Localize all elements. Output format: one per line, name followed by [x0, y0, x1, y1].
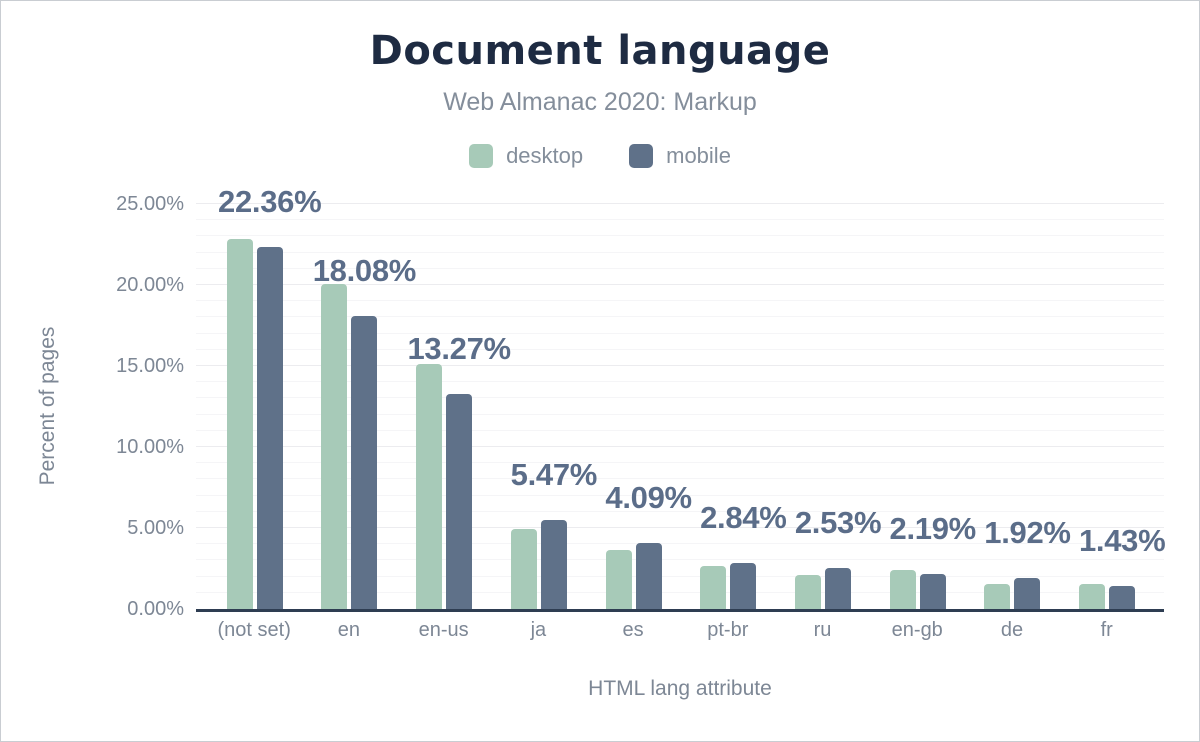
- y-tick-label: 5.00%: [127, 517, 184, 539]
- gridline: [196, 332, 1164, 334]
- bar-desktop-(not set): [226, 239, 253, 609]
- gridline: [196, 316, 1164, 318]
- gridline: [196, 413, 1164, 415]
- data-label-pt-br: 2.84%: [700, 500, 787, 535]
- data-label-en: 18.08%: [312, 253, 417, 289]
- bar-mobile-es: [635, 542, 662, 609]
- gridline: [196, 462, 1164, 464]
- bar-mobile-ru: [825, 568, 852, 609]
- bar-desktop-es: [605, 549, 632, 609]
- gridline: [196, 510, 1164, 512]
- gridline: [196, 219, 1164, 221]
- bar-desktop-de: [984, 584, 1011, 609]
- y-tick-label: 25.00%: [116, 193, 184, 215]
- gridline: [196, 543, 1164, 545]
- bar-mobile-en: [351, 316, 378, 609]
- bar-desktop-en-gb: [889, 570, 916, 609]
- gridline: [196, 381, 1164, 383]
- gridline: [196, 559, 1164, 561]
- data-label-(not set): 22.36%: [218, 183, 322, 219]
- legend-item-desktop: desktop: [469, 143, 583, 169]
- gridline: [196, 235, 1164, 237]
- gridline: [196, 494, 1164, 496]
- x-category-label-en: en: [337, 619, 361, 641]
- gridline: [196, 397, 1164, 399]
- mobile-swatch-icon: [629, 144, 654, 168]
- gridline: [196, 575, 1164, 577]
- x-category-label-en-gb: en-gb: [891, 619, 943, 641]
- gridline: [196, 365, 1164, 366]
- gridline: [196, 591, 1164, 593]
- legend-label-desktop: desktop: [506, 143, 584, 168]
- gridline: [196, 203, 1164, 204]
- gridline: [196, 284, 1164, 285]
- x-category-label-(not set): (not set): [217, 619, 291, 641]
- data-label-ja: 5.47%: [510, 457, 598, 493]
- desktop-swatch-icon: [469, 144, 494, 168]
- data-label-de: 1.92%: [984, 514, 1071, 550]
- y-tick-label: 15.00%: [116, 355, 184, 377]
- gridline: [196, 478, 1164, 480]
- x-category-label-de: de: [1000, 619, 1024, 641]
- data-label-en-us: 13.27%: [407, 331, 511, 367]
- gridline: [196, 300, 1164, 302]
- y-tick-label: 10.00%: [116, 436, 184, 458]
- x-category-label-fr: fr: [1100, 619, 1113, 641]
- y-tick-label: 0.00%: [127, 598, 184, 620]
- bar-mobile-en-us: [446, 394, 473, 609]
- gridline: [196, 267, 1164, 269]
- legend: desktop mobile: [1, 142, 1199, 170]
- legend-item-mobile: mobile: [629, 143, 731, 169]
- data-label-ru: 2.53%: [794, 505, 882, 541]
- data-label-fr: 1.43%: [1078, 522, 1166, 558]
- bar-desktop-pt-br: [700, 566, 727, 609]
- chart-subtitle: Web Almanac 2020: Markup: [443, 88, 757, 116]
- bar-mobile-(not set): [256, 246, 283, 609]
- y-axis-title: Percent of pages: [36, 326, 59, 486]
- x-category-label-pt-br: pt-br: [707, 619, 749, 641]
- gridline: [196, 348, 1164, 350]
- bar-mobile-ja: [540, 520, 567, 609]
- data-label-en-gb: 2.19%: [889, 510, 977, 546]
- gridline: [196, 446, 1164, 447]
- chart-title: Document language: [369, 28, 831, 74]
- bar-desktop-en-us: [416, 364, 443, 609]
- y-tick-label: 20.00%: [116, 274, 184, 296]
- bar-desktop-ru: [795, 574, 822, 609]
- bar-mobile-fr: [1109, 585, 1136, 609]
- bar-desktop-ja: [510, 529, 537, 609]
- x-category-label-ja: ja: [530, 619, 547, 641]
- x-axis-title: HTML lang attribute: [588, 677, 772, 700]
- x-category-label-en-us: en-us: [418, 619, 469, 641]
- bar-desktop-en: [321, 283, 348, 609]
- bar-mobile-de: [1014, 577, 1041, 609]
- gridline: [196, 251, 1164, 253]
- x-category-label-es: es: [622, 619, 644, 641]
- bar-mobile-pt-br: [730, 563, 757, 609]
- plot-area: 22.36% 18.08% 13.27% 5.47% 4.09% 2.84% 2.53% 2.…: [196, 186, 1166, 612]
- data-label-es: 4.09%: [605, 479, 692, 515]
- x-category-label-ru: ru: [813, 619, 832, 641]
- gridline: [196, 527, 1164, 528]
- gridline: [196, 429, 1164, 431]
- bar-mobile-en-gb: [919, 573, 946, 609]
- legend-label-mobile: mobile: [666, 143, 731, 168]
- bar-desktop-fr: [1079, 583, 1106, 609]
